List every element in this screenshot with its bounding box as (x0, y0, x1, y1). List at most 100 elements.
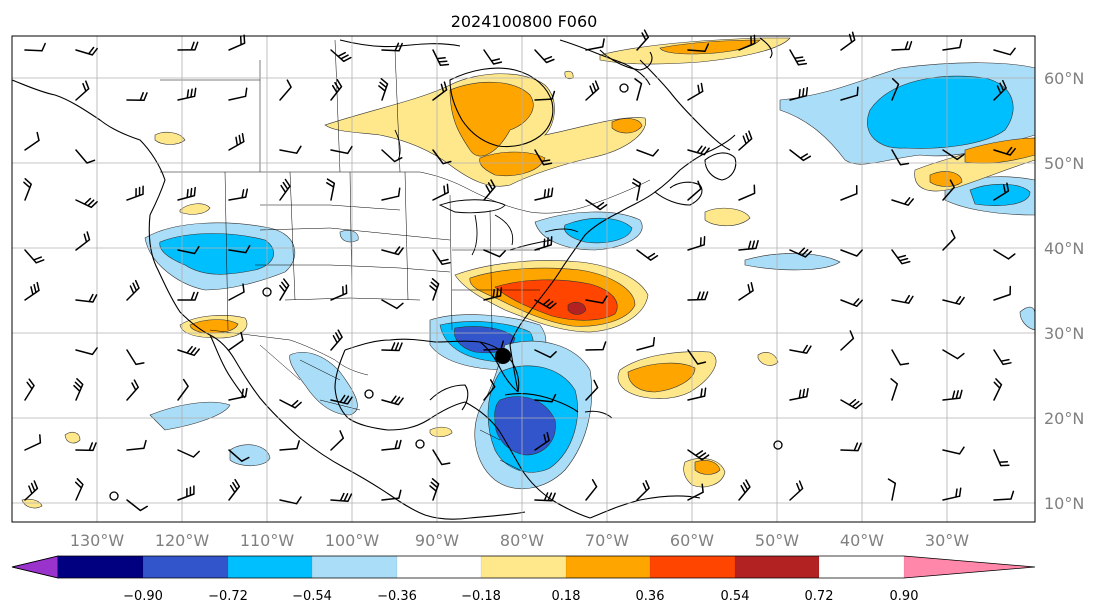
wind-barb (177, 41, 199, 51)
wind-barb (789, 49, 808, 66)
wind-barb (24, 249, 45, 264)
wind-barb (432, 449, 451, 466)
wind-barb (789, 344, 812, 354)
wind-barb (279, 399, 302, 409)
yellow-region-small-1 (154, 131, 186, 145)
coast-baffin (599, 49, 653, 71)
darkred-region-southeast (567, 301, 587, 315)
lon-label: 100°W (325, 531, 380, 550)
border-states-8 (449, 194, 453, 331)
wind-barb (228, 387, 248, 401)
wind-barb (330, 284, 348, 301)
colorbar-segment (735, 556, 819, 578)
colorbar-tick-labels: −0.90 −0.72 −0.54 −0.36 −0.18 0.18 0.36 … (123, 589, 918, 604)
wind-barb (126, 499, 148, 512)
wind-barb (330, 145, 353, 155)
map-panel (11, 29, 1036, 523)
wind-barb (891, 149, 910, 166)
latitude-labels: 60°N 50°N 40°N 30°N 20°N 10°N (1044, 69, 1084, 513)
orange-region-atlantic (627, 362, 696, 393)
yellow-region-small-4 (64, 431, 81, 444)
wind-barb (228, 34, 246, 51)
lon-label: 50°W (755, 531, 799, 550)
lon-label: 70°W (585, 531, 629, 550)
border-states-2 (259, 227, 451, 241)
wind-barb (330, 394, 353, 405)
wind-barb (585, 80, 600, 101)
wind-barb (738, 479, 751, 501)
colorbar-tick-label: 0.54 (721, 589, 750, 604)
wind-barb (636, 149, 659, 157)
gridlines (12, 36, 1035, 522)
wind-barb (75, 80, 90, 101)
wind-barb (381, 149, 403, 163)
wind-barb (75, 46, 98, 56)
wind-barb (228, 283, 245, 301)
border-states-10 (224, 171, 229, 331)
wind-barb (177, 378, 189, 401)
wind-barb (126, 439, 147, 451)
colorbar-extend-max-tip (904, 556, 1035, 578)
wind-barb (381, 342, 403, 352)
colorbar-segments (11, 555, 1036, 579)
colorbar-tick-label: 0.36 (636, 589, 665, 604)
coast-cuba (504, 393, 579, 413)
coast-labrador (639, 59, 731, 151)
wind-barb (534, 90, 556, 101)
wind-barb (942, 487, 962, 501)
wind-barb (126, 379, 139, 401)
lon-label: 90°W (415, 531, 459, 550)
wind-barb (738, 130, 753, 151)
yellow-region-small-2 (179, 203, 211, 215)
wind-barb (942, 389, 963, 401)
lon-label: 120°W (155, 531, 210, 550)
wind-barb (789, 86, 809, 101)
colorbar-tick-label: −0.72 (208, 589, 248, 604)
wind-barb (534, 298, 557, 310)
wind-barb (840, 184, 858, 201)
wind-barb (483, 287, 503, 301)
wind-barb (942, 349, 965, 360)
wind-barb (381, 489, 402, 501)
wind-barb (993, 285, 1012, 301)
wind-barb (228, 244, 251, 254)
wind-barb (789, 480, 804, 501)
coast-south-america (589, 495, 701, 519)
wind-barb (330, 49, 352, 63)
wind-barb (585, 479, 598, 501)
wind-barb (585, 38, 605, 51)
border-canada-provinces-2 (334, 39, 341, 173)
wind-barb (993, 182, 1010, 201)
lake-huron (494, 214, 514, 246)
wind-barb (738, 34, 756, 51)
wind-barb (585, 379, 599, 401)
coast-east-us (509, 134, 736, 393)
colorbar-extend-min (11, 555, 59, 579)
wind-barb (942, 295, 965, 305)
wind-barb (381, 42, 403, 52)
wind-barb (381, 246, 404, 256)
wind-barb (483, 249, 506, 258)
lon-label: 80°W (500, 531, 544, 550)
coast-arctic-1 (339, 39, 461, 48)
wind-barb (687, 180, 702, 201)
lon-label: 110°W (240, 531, 295, 550)
map-title: 2024100800 F060 (451, 12, 598, 31)
wind-barb (177, 449, 200, 458)
calm-circle (109, 491, 119, 501)
colorbar-outline (11, 555, 1036, 579)
blue-region-east-atlantic-core (969, 183, 1031, 206)
blue-region-caribbean-deep (494, 396, 556, 456)
lake-superior (438, 199, 506, 214)
border-states-4 (284, 297, 421, 301)
lat-label: 10°N (1044, 494, 1084, 513)
calm-circle (262, 287, 272, 297)
calm-circle (619, 83, 629, 93)
border-states-1 (260, 204, 401, 211)
colorbar-segment (228, 556, 312, 578)
blue-region-us-west-core (159, 233, 274, 275)
lake-erie (509, 239, 553, 251)
wind-barb (279, 278, 290, 301)
storm-center-marker (495, 348, 511, 364)
colorbar-tick-label: 0.90 (890, 589, 919, 604)
